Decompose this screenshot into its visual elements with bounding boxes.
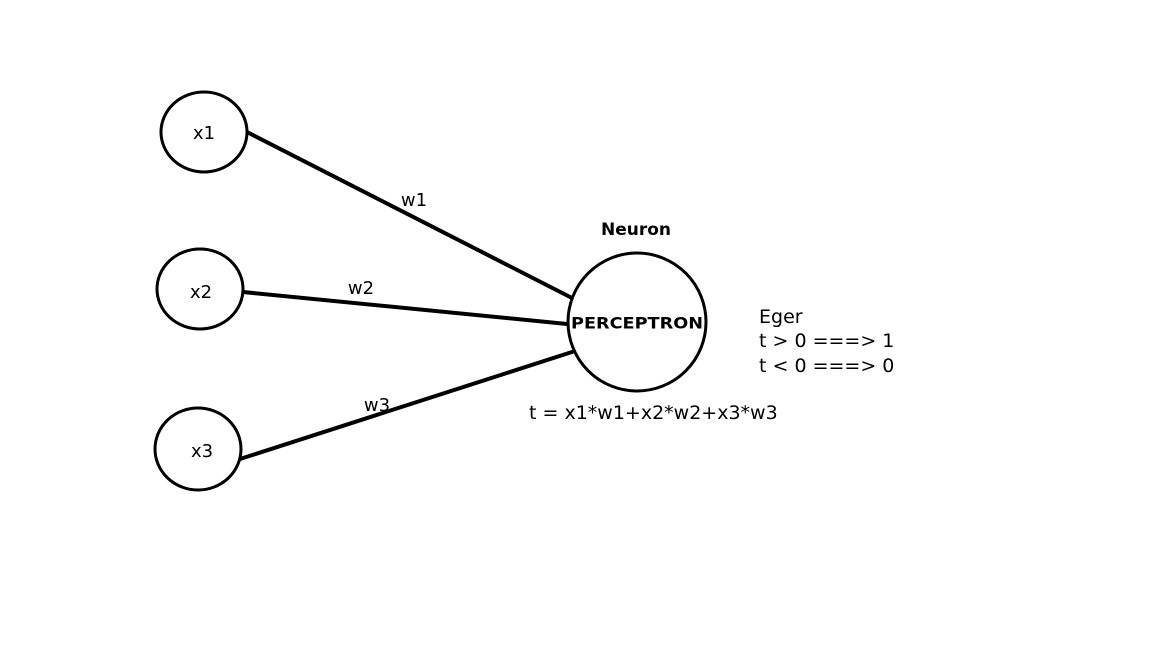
weight-label-w1: w1 (401, 190, 427, 211)
sum-formula: t = x1*w1+x2*w2+x3*w3 (529, 402, 778, 424)
rules-heading: Eger (759, 306, 803, 328)
activation-rules: Eger t > 0 ===> 1 t < 0 ===> 0 (759, 306, 894, 377)
weight-label-w2: w2 (348, 278, 374, 299)
rule-line-negative: t < 0 ===> 0 (759, 355, 894, 377)
input-label-x1: x1 (193, 123, 215, 144)
neuron-title: Neuron (601, 220, 671, 240)
rule-line-positive: t > 0 ===> 1 (759, 330, 894, 352)
edge-x2-neuron (241, 290, 569, 326)
neuron-node: PERCEPTRON (566, 251, 708, 393)
edge-x3-neuron (238, 350, 574, 461)
perceptron-label: PERCEPTRON (571, 314, 703, 333)
input-node-x1: x1 (159, 90, 249, 174)
input-node-x3: x3 (153, 406, 243, 492)
weight-label-w3: w3 (364, 395, 390, 416)
input-label-x3: x3 (191, 441, 213, 462)
input-node-x2: x2 (155, 247, 245, 331)
input-label-x2: x2 (190, 282, 212, 303)
edge-x1-neuron (245, 130, 574, 300)
